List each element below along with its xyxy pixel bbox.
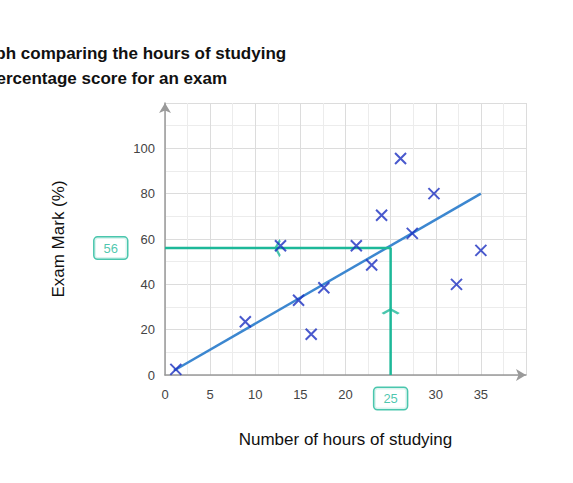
svg-text:20: 20	[141, 322, 155, 337]
svg-text:20: 20	[338, 387, 352, 402]
svg-text:Exam Mark (%): Exam Mark (%)	[49, 180, 68, 297]
svg-text:100: 100	[133, 141, 155, 156]
svg-text:56: 56	[104, 241, 118, 256]
svg-text:60: 60	[141, 232, 155, 247]
svg-text:35: 35	[474, 387, 488, 402]
svg-text:0: 0	[148, 368, 155, 383]
svg-text:Number of hours of studying: Number of hours of studying	[239, 430, 453, 449]
svg-text:40: 40	[141, 277, 155, 292]
svg-text:5: 5	[207, 387, 214, 402]
svg-text:25: 25	[383, 391, 397, 406]
svg-text:10: 10	[248, 387, 262, 402]
svg-text:0: 0	[161, 387, 168, 402]
svg-text:30: 30	[429, 387, 443, 402]
svg-text:80: 80	[141, 186, 155, 201]
svg-text:A scatter graph comparing the: A scatter graph comparing the hours of s…	[0, 44, 286, 63]
svg-text:15: 15	[293, 387, 307, 402]
svg-text:and percentage score for an ex: and percentage score for an exam	[0, 69, 227, 88]
